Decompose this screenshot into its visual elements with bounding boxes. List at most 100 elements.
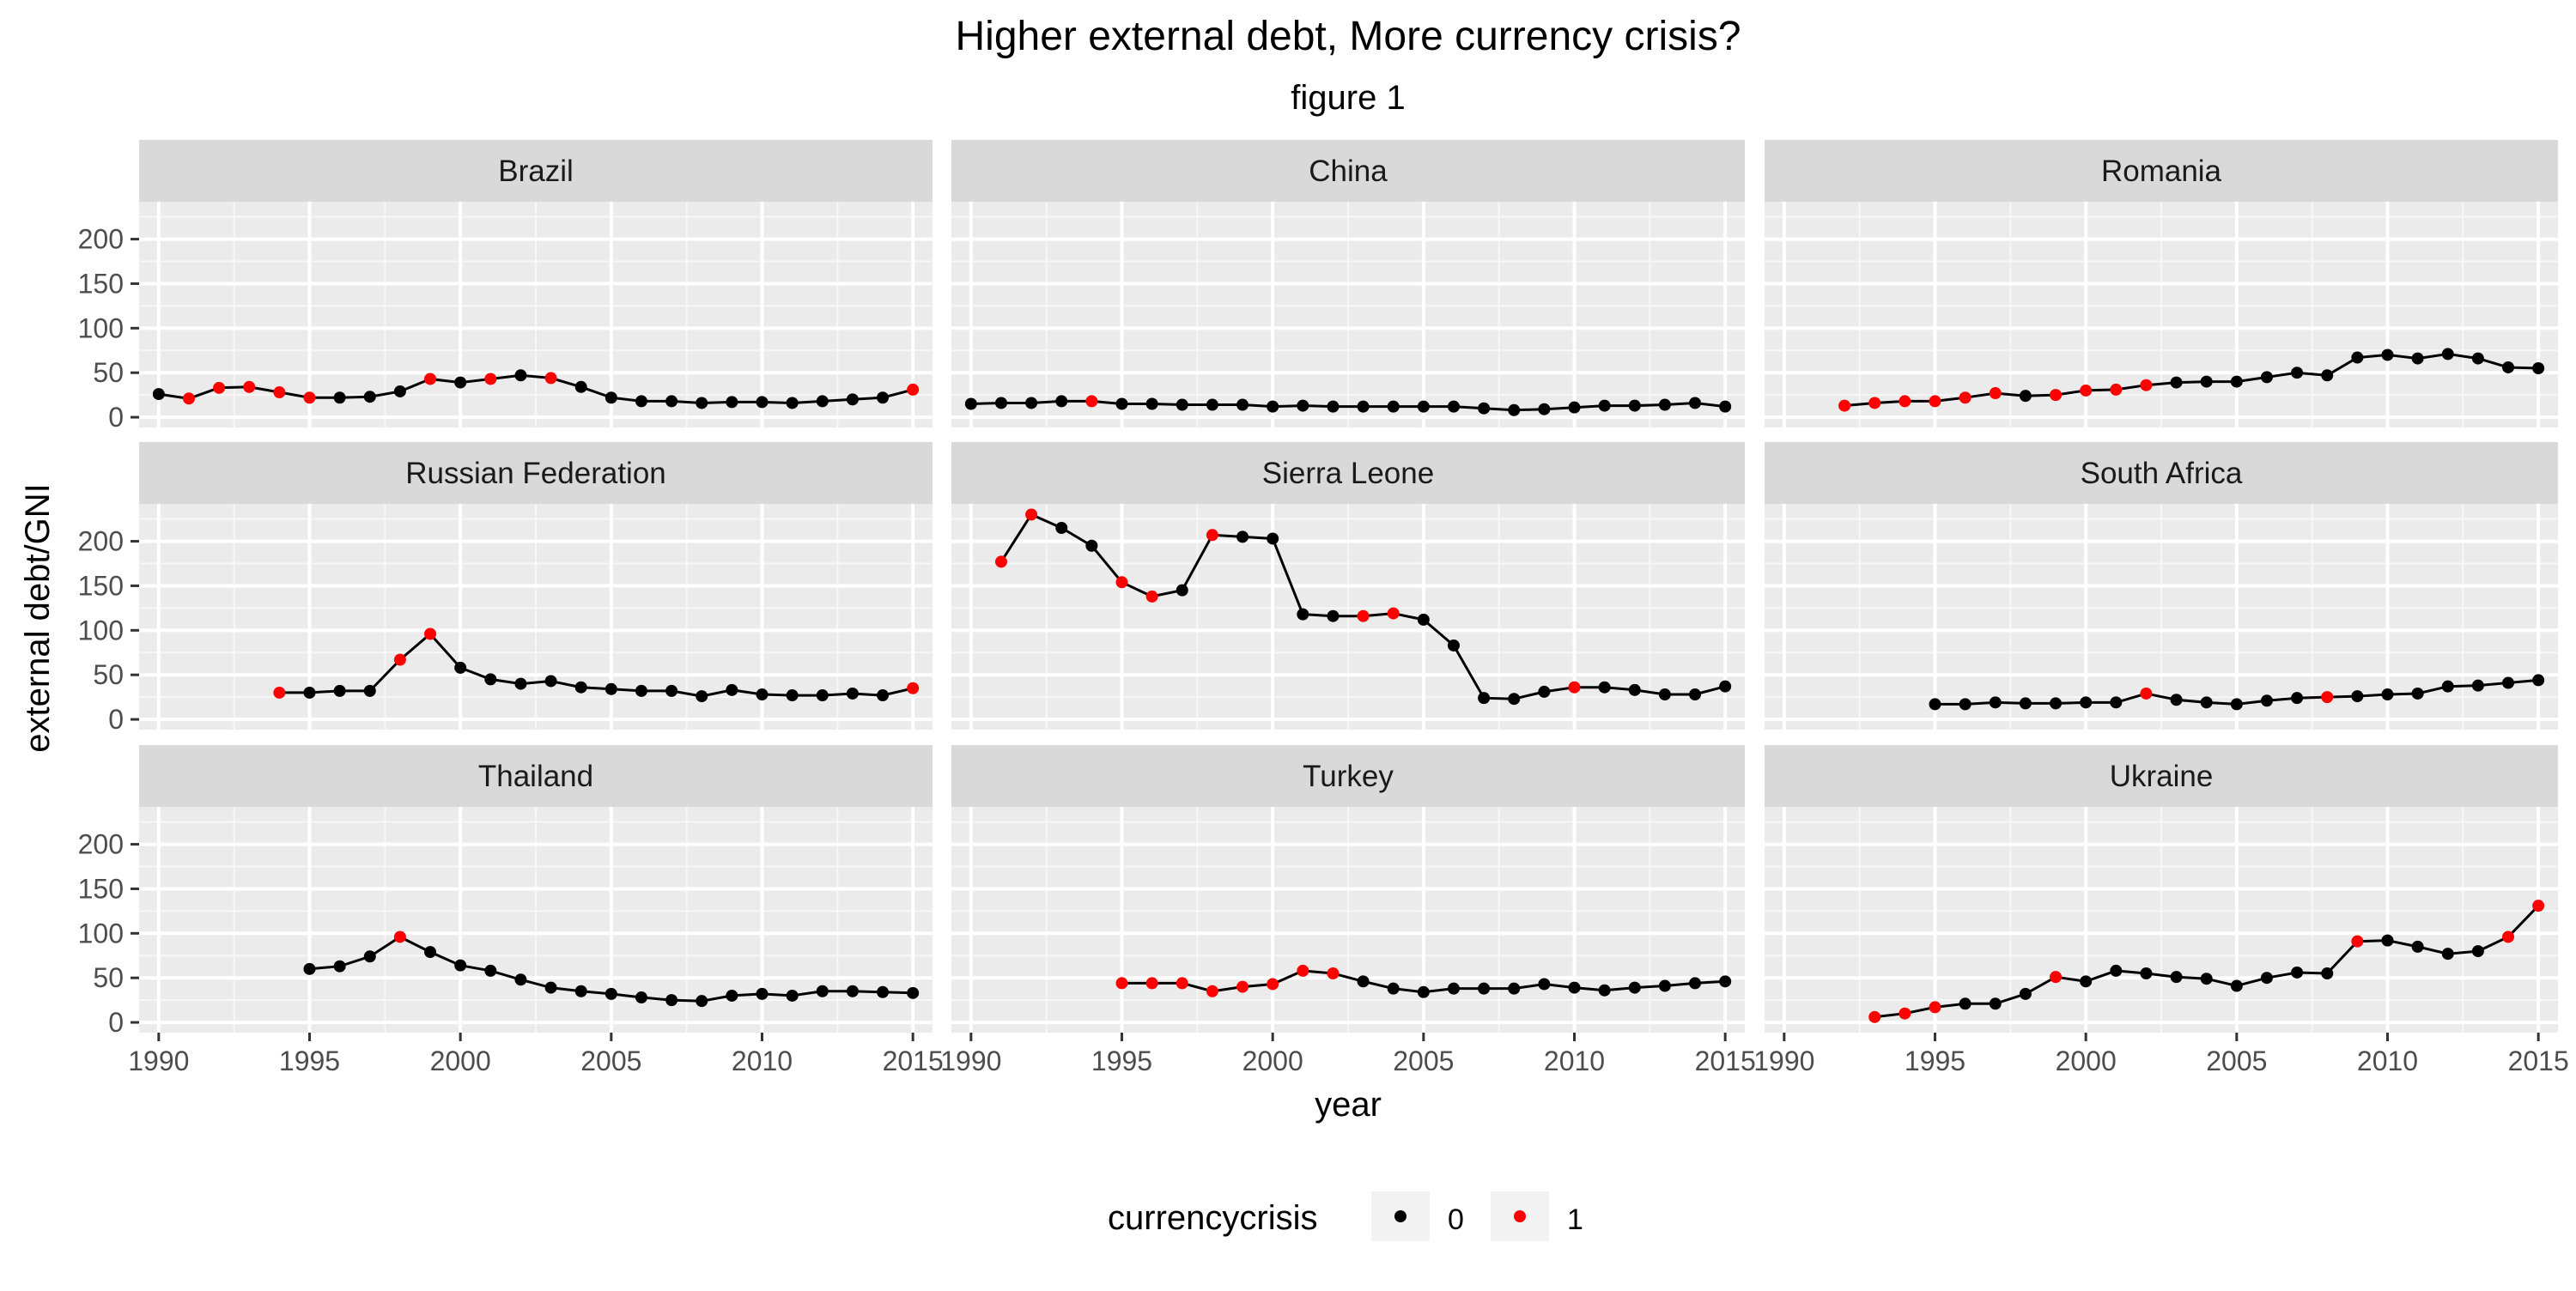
data-point [1478, 692, 1491, 705]
data-point [2321, 967, 2334, 980]
data-point [2260, 694, 2273, 707]
data-point [2532, 362, 2545, 375]
data-point [2080, 975, 2093, 988]
data-point [2381, 349, 2394, 361]
data-point-crisis [424, 373, 437, 385]
data-point [2170, 971, 2183, 984]
x-tick-label: 1995 [279, 1046, 340, 1076]
data-point [1598, 399, 1611, 412]
data-point [816, 689, 829, 702]
data-point [1417, 613, 1430, 626]
data-point [363, 950, 376, 963]
data-point-crisis [2532, 900, 2545, 912]
data-point [635, 395, 647, 408]
data-point [514, 369, 527, 382]
data-point [2230, 979, 2243, 992]
data-point-crisis [393, 930, 406, 943]
data-point [1989, 997, 2002, 1010]
data-point [574, 681, 587, 694]
facet-turkey: Turkey 1990 1995 2000 2005 2010 2015 [940, 745, 1756, 1076]
data-point [1538, 403, 1551, 415]
data-point [635, 684, 647, 697]
data-point-crisis [1025, 508, 1038, 521]
data-point [696, 995, 708, 1008]
y-axis-label: external debt/GNI [19, 483, 57, 753]
data-point-crisis [907, 383, 920, 396]
data-point-crisis [1206, 985, 1218, 997]
data-point [605, 682, 617, 695]
data-point [454, 959, 467, 972]
data-point [1206, 398, 1218, 411]
data-point-crisis [2110, 383, 2123, 396]
y-tick-label: 50 [93, 659, 124, 690]
data-point-crisis [273, 686, 286, 699]
facet-china: China [951, 140, 1745, 427]
facet-strip-label: China [1309, 155, 1388, 188]
data-point [1719, 975, 1732, 988]
facet-russian-federation: Russian Federation 0 50 100 150 200 [78, 442, 933, 735]
data-point [1538, 978, 1551, 991]
data-point-crisis [1085, 395, 1098, 408]
y-tick-label: 150 [78, 570, 124, 601]
data-point [2170, 376, 2183, 389]
data-point [2411, 940, 2424, 953]
data-point [786, 689, 799, 702]
data-point [1115, 397, 1128, 410]
data-point [1689, 977, 1702, 990]
data-point [1357, 400, 1370, 413]
facet-panels: Brazil 0 50 100 150 200 China Romania Russian Fe… [78, 140, 2569, 1076]
data-point [877, 689, 890, 702]
data-point [964, 397, 977, 410]
data-point-crisis [303, 391, 316, 404]
data-point [1658, 398, 1671, 411]
facet-romania: Romania [1765, 140, 2558, 427]
data-point [1689, 397, 1702, 409]
data-point [816, 985, 829, 997]
data-point-crisis [393, 653, 406, 666]
data-point [1628, 683, 1641, 696]
data-point-crisis [1929, 1001, 1941, 1014]
data-point [786, 397, 799, 409]
y-tick-label: 150 [78, 268, 124, 299]
data-point [2381, 934, 2394, 947]
data-point [2140, 967, 2153, 980]
data-point [2502, 676, 2515, 689]
data-point-crisis [213, 381, 226, 394]
x-tick-label: 2015 [2508, 1046, 2569, 1076]
data-point-crisis [1297, 964, 1309, 977]
data-point [1628, 981, 1641, 994]
data-point [1598, 984, 1611, 997]
data-point-crisis [1838, 399, 1851, 412]
facet-strip [1765, 442, 2558, 504]
data-point [2200, 696, 2213, 709]
data-point [2441, 680, 2454, 693]
data-point-crisis [2050, 971, 2063, 984]
facet-strip-label: Ukraine [2110, 760, 2214, 793]
y-tick-label: 0 [108, 704, 124, 735]
legend-key-1 [1514, 1210, 1526, 1222]
legend-label-0: 0 [1448, 1203, 1464, 1236]
data-point [2532, 674, 2545, 687]
data-point [877, 391, 890, 404]
data-point [1267, 532, 1279, 545]
data-point [544, 675, 557, 688]
data-point [605, 987, 617, 1000]
facet-strip [139, 140, 933, 202]
data-point [2170, 694, 2183, 706]
data-point [786, 989, 799, 1002]
data-point [1327, 609, 1340, 622]
y-tick-label: 50 [93, 357, 124, 388]
x-tick-label: 2010 [1544, 1046, 1605, 1076]
data-point [2230, 375, 2243, 388]
data-point [2200, 973, 2213, 985]
data-point [1719, 400, 1732, 413]
data-point [1327, 400, 1340, 413]
data-point [1267, 400, 1279, 413]
data-point [2351, 351, 2364, 364]
data-point [2260, 972, 2273, 985]
data-point [1989, 696, 2002, 709]
data-point [846, 393, 859, 406]
data-point [1478, 402, 1491, 415]
